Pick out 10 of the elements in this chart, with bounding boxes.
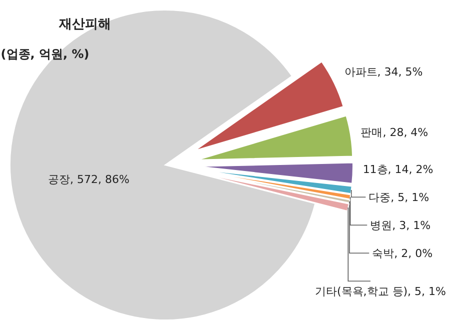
slice-label: 기타(목욕,학교 등), 5, 1% xyxy=(314,285,446,298)
slice-label: 판매, 28, 4% xyxy=(360,126,428,139)
slice-label: 11층, 14, 2% xyxy=(362,163,434,176)
text: 재산피해 xyxy=(58,17,111,32)
slice-label: 숙박, 2, 0% xyxy=(372,247,433,260)
slice-label: 공장, 572, 86% xyxy=(48,172,130,186)
slice-label: 다중, 5, 1% xyxy=(368,191,430,204)
slice-label: 병원, 3, 1% xyxy=(370,219,431,232)
slice-label: 아파트, 34, 5% xyxy=(344,65,423,78)
text: (업종, 억원, %) xyxy=(0,47,90,61)
